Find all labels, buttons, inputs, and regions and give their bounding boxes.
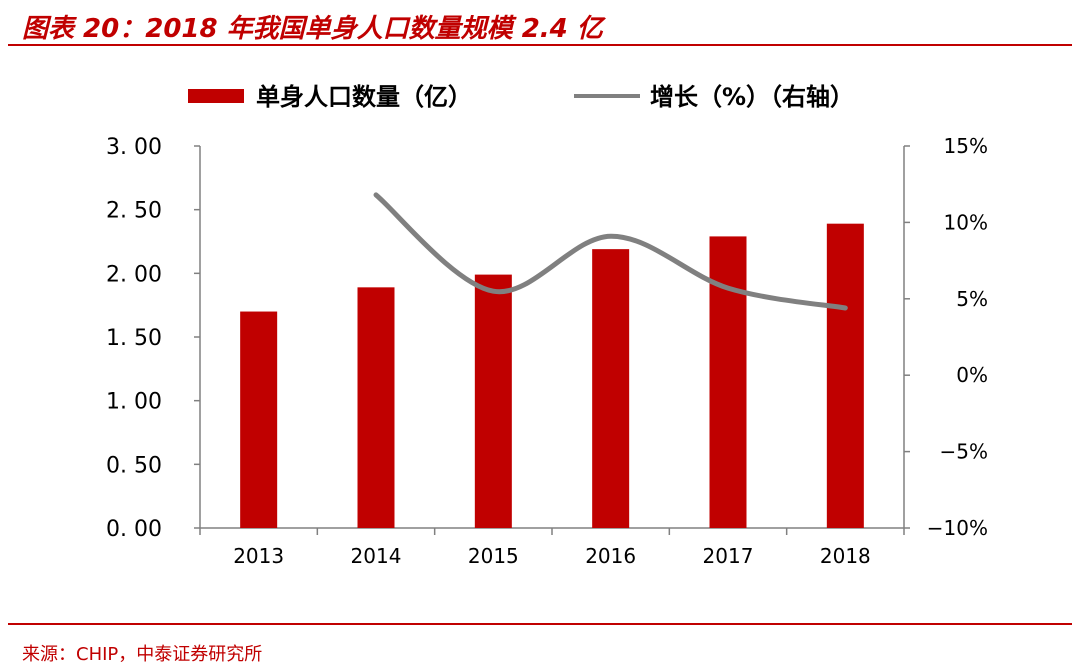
left-tick-label: 2. 50 — [106, 199, 162, 224]
left-tick-label: 2. 00 — [106, 262, 162, 287]
title-divider — [8, 44, 1072, 46]
bar-2014 — [357, 287, 395, 528]
bar-2016 — [592, 249, 630, 528]
legend-bar-label: 单身人口数量（亿） — [256, 83, 472, 111]
chart-title: 图表 20：2018 年我国单身人口数量规模 2.4 亿 — [22, 14, 603, 44]
left-tick-label: 0. 50 — [106, 453, 162, 478]
x-tick-label: 2015 — [468, 544, 519, 568]
right-tick-label: −10% — [927, 516, 988, 540]
x-tick-label: 2017 — [703, 544, 754, 568]
bar-2017 — [709, 236, 747, 528]
right-tick-label: 15% — [944, 134, 988, 158]
bar-2013 — [240, 311, 278, 528]
chart: 单身人口数量（亿） 增长（%）（右轴） 0. 00 0. 50 1. 00 1. 50… — [106, 83, 988, 568]
legend-bar-swatch — [188, 89, 244, 103]
footer-divider — [8, 623, 1072, 625]
right-tick-label: 0% — [956, 363, 988, 387]
x-tick-label: 2013 — [233, 544, 284, 568]
left-tick-label: 0. 00 — [106, 517, 162, 542]
bar-2018 — [826, 223, 864, 528]
right-tick-label: 10% — [944, 210, 988, 234]
x-tick-label: 2014 — [351, 544, 402, 568]
left-tick-label: 1. 00 — [106, 390, 162, 415]
x-tick-label: 2018 — [820, 544, 871, 568]
left-tick-label: 3. 00 — [106, 135, 162, 160]
right-tick-label: 5% — [956, 287, 988, 311]
source-note: 来源：CHIP，中泰证券研究所 — [22, 644, 263, 665]
left-tick-label: 1. 50 — [106, 326, 162, 351]
axes: 0. 00 0. 50 1. 00 1. 50 2. 00 2. 50 3. 00 −10% −… — [106, 134, 988, 568]
growth-line-layer — [373, 192, 848, 311]
legend: 单身人口数量（亿） 增长（%）（右轴） — [188, 83, 854, 111]
bar-2015 — [474, 274, 512, 528]
growth-line — [373, 192, 848, 311]
legend-line-label: 增长（%）（右轴） — [650, 83, 854, 111]
bars — [240, 223, 864, 528]
right-tick-label: −5% — [940, 440, 989, 464]
x-tick-label: 2016 — [585, 544, 636, 568]
